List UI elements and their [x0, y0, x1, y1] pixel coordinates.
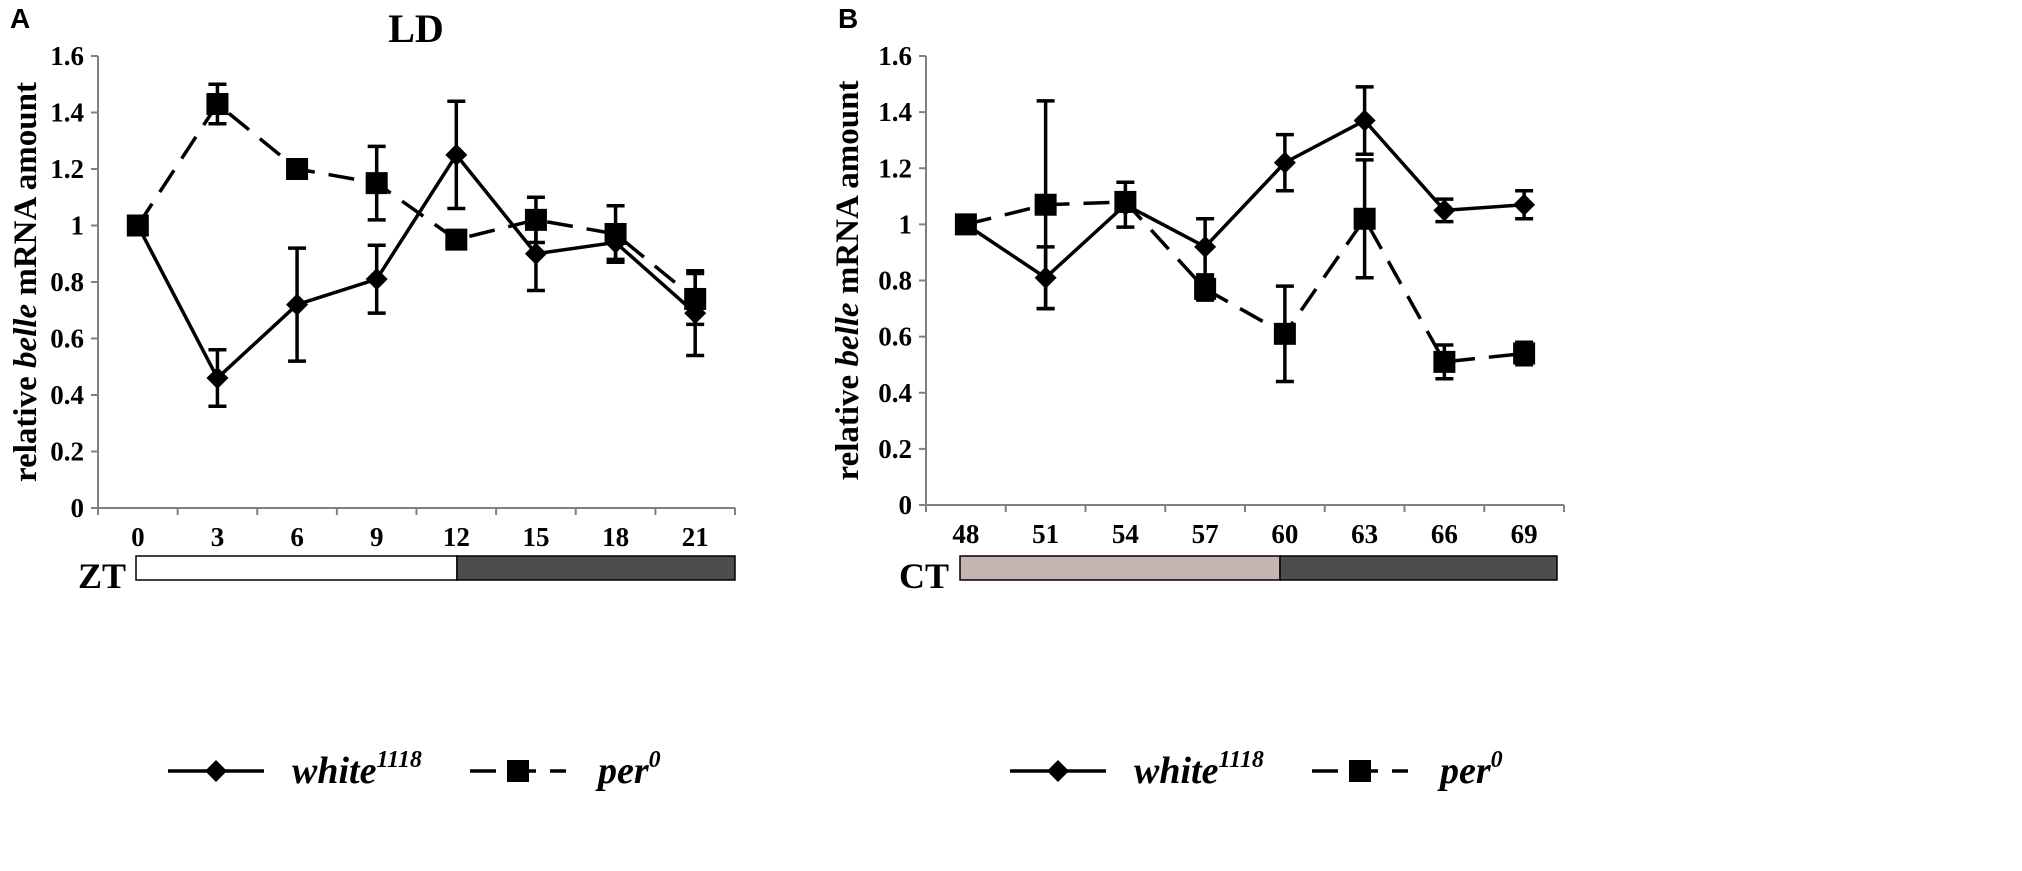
data-point — [604, 222, 627, 245]
y-tick-label: 0 — [71, 493, 85, 523]
y-tick-label: 1.6 — [50, 41, 84, 71]
light-phase-bar — [135, 555, 458, 581]
y-tick-label: 1.4 — [50, 98, 84, 128]
y-tick-label: 1.2 — [878, 153, 912, 183]
data-point — [126, 214, 149, 237]
series-line — [965, 200, 1525, 364]
x-tick-label: 3 — [211, 522, 225, 552]
time-label: CT — [899, 556, 949, 596]
data-point — [1513, 193, 1536, 216]
x-tick-label: 54 — [1112, 519, 1139, 549]
data-point — [445, 143, 468, 166]
data-point — [1034, 193, 1057, 216]
data-point — [445, 228, 468, 251]
y-tick-label: 1 — [899, 209, 913, 239]
panel-letter: B — [838, 3, 858, 34]
data-point — [1433, 350, 1456, 373]
legend-marker — [507, 760, 529, 782]
legend: white1118 per0 — [1010, 747, 1503, 792]
y-tick-label: 0.6 — [50, 324, 84, 354]
y-tick-label: 0.8 — [50, 267, 84, 297]
x-tick-label: 18 — [602, 522, 629, 552]
data-point — [1194, 235, 1217, 258]
x-tick-label: 63 — [1351, 519, 1378, 549]
legend-marker — [1349, 760, 1371, 782]
y-tick-label: 0.2 — [878, 434, 912, 464]
dark-phase-bar — [1279, 555, 1558, 581]
data-point — [1114, 190, 1137, 213]
chart-title: LD — [388, 6, 444, 51]
data-point — [365, 268, 388, 291]
x-tick-label: 12 — [443, 522, 470, 552]
x-tick-label: 15 — [522, 522, 549, 552]
data-point — [286, 293, 309, 316]
data-point — [365, 172, 388, 195]
y-tick-label: 1.6 — [878, 41, 912, 71]
x-tick-label: 6 — [290, 522, 304, 552]
data-point — [1353, 207, 1376, 230]
y-tick-label: 1 — [71, 211, 85, 241]
x-tick-label: 60 — [1271, 519, 1298, 549]
panel-b: B 0 0.2 0.4 0.6 0.8 1 1.2 1.4 1.6 48 51 54 57 60 63 66 69… — [830, 3, 1565, 792]
data-point — [1513, 342, 1536, 365]
light-phase-bar — [959, 555, 1281, 581]
series-line — [964, 118, 1525, 280]
y-tick-label: 0.2 — [50, 437, 84, 467]
y-tick-label: 0.4 — [878, 378, 912, 408]
y-axis-label: relative belle mRNA amount — [830, 81, 866, 481]
series-line — [136, 101, 697, 301]
y-tick-label: 1.4 — [878, 97, 912, 127]
x-tick-label: 69 — [1511, 519, 1538, 549]
data-point — [524, 242, 547, 265]
data-point — [1353, 109, 1376, 132]
series-white — [126, 99, 707, 409]
series-per — [126, 82, 707, 327]
y-tick-label: 0.8 — [878, 266, 912, 296]
x-tick-label: 48 — [952, 519, 979, 549]
data-point — [954, 213, 977, 236]
data-point — [1433, 199, 1456, 222]
data-point — [524, 208, 547, 231]
legend-label-per: per0 — [1437, 747, 1503, 792]
data-point — [684, 287, 707, 310]
time-label: ZT — [78, 556, 126, 596]
y-tick-label: 0.4 — [50, 380, 84, 410]
panel-a: A LD 0 0.2 0.4 0.6 0.8 1 1.2 1.4 1.6 0 3 6 9 12 15 18 21 re… — [8, 3, 736, 792]
legend-label-per: per0 — [595, 747, 661, 792]
y-axis-label: relative belle mRNA amount — [8, 82, 44, 482]
data-point — [1194, 277, 1217, 300]
x-tick-label: 66 — [1431, 519, 1458, 549]
legend-marker — [1047, 760, 1069, 782]
y-tick-label: 0 — [899, 490, 913, 520]
data-point — [1273, 151, 1296, 174]
x-tick-label: 57 — [1192, 519, 1219, 549]
data-point — [206, 93, 229, 116]
data-point — [286, 158, 309, 180]
x-tick-label: 51 — [1032, 519, 1059, 549]
data-point — [206, 367, 229, 390]
x-tick-label: 0 — [131, 522, 145, 552]
dark-phase-bar — [456, 555, 736, 581]
panel-letter: A — [10, 3, 30, 34]
x-tick-label: 9 — [370, 522, 384, 552]
legend-label-white: white1118 — [292, 747, 422, 792]
legend-label-white: white1118 — [1134, 747, 1264, 792]
legend: white1118 per0 — [168, 747, 661, 792]
series-per — [954, 99, 1536, 384]
y-tick-label: 0.6 — [878, 322, 912, 352]
x-tick-label: 21 — [682, 522, 709, 552]
series-line — [136, 151, 697, 381]
data-point — [1273, 322, 1296, 345]
legend-marker — [205, 760, 227, 782]
y-tick-label: 1.2 — [50, 154, 84, 184]
